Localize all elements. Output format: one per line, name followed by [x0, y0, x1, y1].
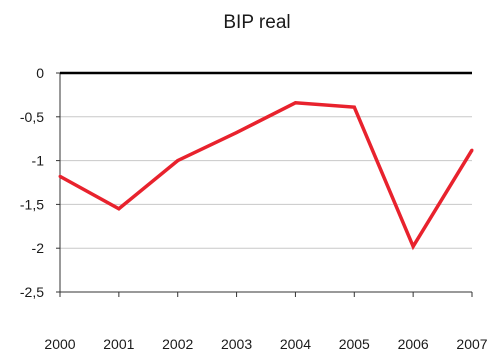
x-tick-label: 2003 — [221, 336, 252, 352]
y-tick-label: -2,5 — [20, 284, 44, 300]
data-point — [235, 131, 239, 135]
data-point — [293, 101, 297, 105]
chart-title: BIP real — [223, 12, 290, 33]
x-tick-label: 2004 — [280, 336, 311, 352]
x-axis-tick-labels: 2000 2001 2002 2003 2004 2005 2006 2007 — [44, 336, 487, 352]
x-tick-label: 2001 — [103, 336, 134, 352]
data-point — [470, 148, 474, 152]
series-group — [58, 101, 474, 251]
x-tick-label: 2000 — [44, 336, 75, 352]
series-line — [59, 101, 474, 251]
axes — [56, 71, 473, 297]
y-tick-label: -0,5 — [20, 109, 44, 125]
data-point — [352, 105, 356, 109]
data-point — [117, 207, 121, 211]
y-axis-tick-labels: 0 -0,5 -1 -1,5 -2 -2,5 — [20, 65, 44, 300]
x-tick-label: 2002 — [162, 336, 193, 352]
y-tick-label: -1 — [32, 153, 45, 169]
x-tick-label: 2007 — [456, 336, 487, 352]
data-point — [176, 159, 180, 163]
x-tick-label: 2005 — [339, 336, 370, 352]
x-tick-label: 2006 — [398, 336, 429, 352]
y-tick-label: -2 — [32, 240, 45, 256]
y-tick-label: 0 — [36, 65, 44, 81]
data-point — [411, 244, 415, 248]
data-point — [58, 174, 62, 178]
y-tick-label: -1,5 — [20, 196, 44, 212]
